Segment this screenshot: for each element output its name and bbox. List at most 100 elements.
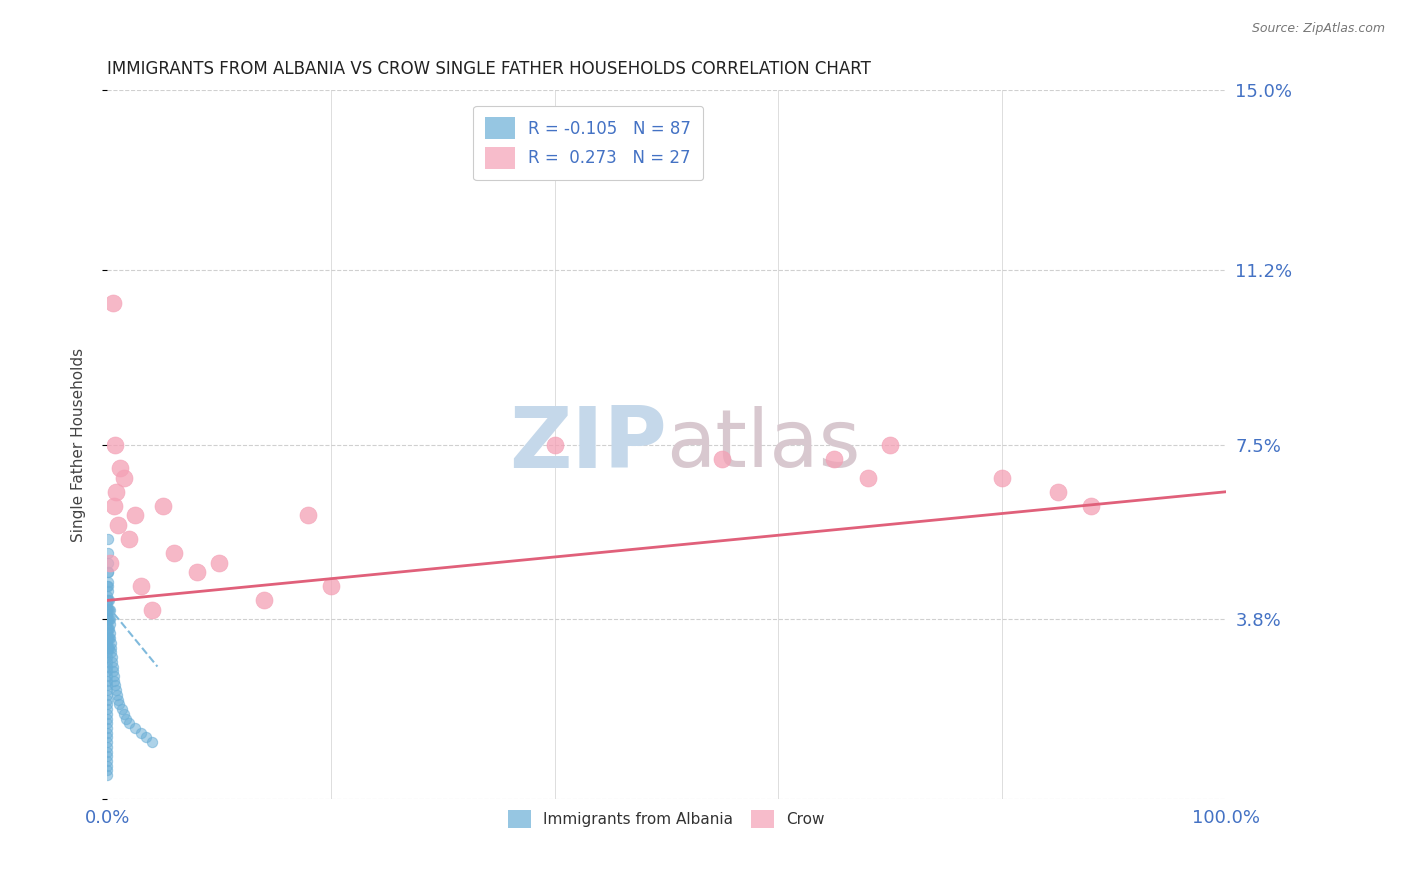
Point bbox=[98, 631, 121, 645]
Point bbox=[124, 508, 146, 523]
Point bbox=[96, 617, 118, 632]
Point bbox=[96, 749, 118, 764]
Point bbox=[1046, 484, 1069, 499]
Point bbox=[96, 673, 118, 688]
Point bbox=[100, 631, 122, 645]
Point bbox=[1080, 499, 1102, 513]
Point bbox=[129, 725, 152, 739]
Point bbox=[543, 437, 565, 451]
Point bbox=[96, 612, 118, 626]
Legend: Immigrants from Albania, Crow: Immigrants from Albania, Crow bbox=[502, 804, 831, 834]
Point bbox=[186, 565, 208, 579]
Point bbox=[96, 678, 118, 692]
Point bbox=[97, 603, 120, 617]
Point bbox=[103, 669, 125, 683]
Point bbox=[98, 640, 121, 655]
Point bbox=[98, 612, 121, 626]
Text: IMMIGRANTS FROM ALBANIA VS CROW SINGLE FATHER HOUSEHOLDS CORRELATION CHART: IMMIGRANTS FROM ALBANIA VS CROW SINGLE F… bbox=[107, 60, 870, 78]
Point bbox=[118, 532, 141, 546]
Point bbox=[96, 579, 118, 593]
Point bbox=[107, 517, 129, 532]
Point bbox=[96, 669, 118, 683]
Point bbox=[96, 636, 118, 650]
Point bbox=[100, 556, 122, 570]
Point bbox=[101, 659, 124, 673]
Point bbox=[98, 626, 121, 640]
Point bbox=[101, 655, 124, 669]
Point bbox=[110, 461, 132, 475]
Point bbox=[208, 556, 231, 570]
Point bbox=[97, 593, 120, 607]
Point bbox=[101, 296, 124, 310]
Point bbox=[97, 631, 120, 645]
Point bbox=[135, 731, 157, 745]
Point bbox=[96, 640, 118, 655]
Text: atlas: atlas bbox=[666, 406, 860, 483]
Point bbox=[97, 612, 120, 626]
Point bbox=[96, 607, 118, 622]
Point bbox=[96, 683, 118, 698]
Point bbox=[97, 565, 120, 579]
Point bbox=[100, 645, 122, 659]
Point bbox=[97, 612, 120, 626]
Point bbox=[96, 698, 118, 712]
Point bbox=[96, 603, 118, 617]
Point bbox=[104, 678, 127, 692]
Point bbox=[100, 640, 122, 655]
Point bbox=[823, 451, 845, 466]
Point bbox=[97, 546, 120, 560]
Point bbox=[97, 532, 120, 546]
Point bbox=[97, 574, 120, 589]
Text: ZIP: ZIP bbox=[509, 403, 666, 486]
Point bbox=[108, 698, 131, 712]
Point bbox=[105, 484, 128, 499]
Point bbox=[96, 645, 118, 659]
Point bbox=[141, 603, 163, 617]
Point bbox=[96, 589, 118, 603]
Point bbox=[96, 706, 118, 721]
Point bbox=[97, 593, 120, 607]
Point bbox=[129, 579, 152, 593]
Point bbox=[96, 655, 118, 669]
Point bbox=[96, 665, 118, 679]
Point bbox=[879, 437, 901, 451]
Point bbox=[96, 731, 118, 745]
Point bbox=[110, 702, 132, 716]
Point bbox=[297, 508, 319, 523]
Point bbox=[105, 683, 128, 698]
Point bbox=[991, 470, 1014, 484]
Point bbox=[96, 716, 118, 731]
Point bbox=[97, 579, 120, 593]
Y-axis label: Single Father Households: Single Father Households bbox=[72, 348, 86, 541]
Point bbox=[97, 565, 120, 579]
Point bbox=[96, 758, 118, 772]
Point bbox=[96, 702, 118, 716]
Point bbox=[141, 735, 163, 749]
Point bbox=[100, 650, 122, 665]
Point bbox=[711, 451, 734, 466]
Point bbox=[96, 688, 118, 702]
Point bbox=[96, 735, 118, 749]
Point bbox=[103, 499, 125, 513]
Point bbox=[96, 598, 118, 612]
Point bbox=[152, 499, 174, 513]
Point bbox=[97, 556, 120, 570]
Point bbox=[100, 636, 122, 650]
Point bbox=[97, 640, 120, 655]
Point bbox=[97, 603, 120, 617]
Point bbox=[96, 768, 118, 782]
Point bbox=[96, 593, 118, 607]
Point bbox=[107, 692, 129, 706]
Point bbox=[104, 437, 127, 451]
Point bbox=[118, 716, 141, 731]
Point bbox=[98, 617, 121, 632]
Point bbox=[112, 706, 135, 721]
Point bbox=[103, 673, 125, 688]
Point bbox=[96, 650, 118, 665]
Point bbox=[96, 764, 118, 778]
Point bbox=[124, 721, 146, 735]
Point bbox=[96, 659, 118, 673]
Point bbox=[96, 692, 118, 706]
Point bbox=[856, 470, 879, 484]
Point bbox=[115, 712, 138, 726]
